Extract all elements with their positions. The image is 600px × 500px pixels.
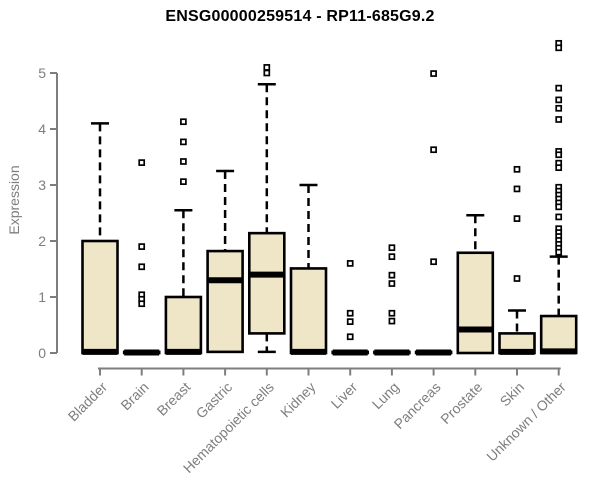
outlier-point	[346, 260, 354, 267]
box-prostate	[456, 213, 495, 355]
outlier-point	[555, 96, 563, 104]
y-tick-label: 0	[38, 345, 46, 361]
outlier-point	[430, 146, 437, 154]
y-tick-label: 5	[38, 65, 46, 81]
box-bladder	[81, 122, 119, 355]
outlier-point	[555, 164, 563, 171]
x-tick-label: Bladder	[65, 379, 111, 425]
box-body	[539, 314, 578, 355]
x-tick-label: Brain	[117, 379, 151, 413]
outlier-point	[555, 44, 563, 52]
y-tick-label: 3	[38, 177, 46, 193]
box-body	[248, 231, 286, 335]
x-tick-label: Skin	[497, 379, 528, 410]
outlier-point	[555, 203, 563, 211]
outlier-point	[180, 118, 187, 126]
outlier-point	[346, 333, 354, 341]
x-tick-label: Lung	[369, 379, 402, 412]
y-tick-label: 1	[38, 289, 46, 305]
outlier-point	[346, 318, 354, 325]
outlier-point	[555, 151, 563, 159]
x-tick-label: Unknown / Other	[483, 379, 569, 465]
outlier-point	[388, 317, 396, 325]
outlier-point	[263, 69, 271, 77]
box-body	[81, 239, 119, 355]
outlier-point	[388, 309, 396, 317]
outlier-point	[346, 309, 354, 317]
x-tick-label: Breast	[154, 379, 194, 419]
outlier-point	[555, 104, 563, 112]
x-tick-label: Liver	[328, 379, 361, 412]
outlier-point	[138, 243, 146, 250]
box-unknown-other	[539, 39, 578, 355]
box-skin	[498, 165, 536, 355]
outlier-point	[555, 213, 563, 221]
outlier-point	[180, 158, 187, 165]
y-tick-label: 4	[38, 121, 46, 137]
outlier-point	[513, 215, 521, 222]
outlier-point	[138, 263, 146, 271]
box-lung	[373, 244, 411, 356]
outlier-point	[513, 165, 521, 173]
outlier-point	[430, 258, 437, 266]
y-tick-label: 2	[38, 233, 46, 249]
outlier-point	[388, 253, 396, 261]
box-body	[164, 295, 203, 355]
box-kidney	[289, 183, 328, 355]
box-breast	[164, 118, 203, 355]
outlier-point	[555, 84, 563, 92]
outlier-point	[388, 271, 396, 279]
outlier-point	[555, 116, 563, 123]
box-hematopoietic-cells	[248, 64, 286, 354]
outlier-point	[388, 244, 396, 252]
outlier-point	[513, 185, 521, 193]
box-liver	[331, 260, 370, 356]
outlier-point	[138, 159, 146, 166]
outlier-point	[388, 280, 396, 287]
box-body	[456, 251, 495, 355]
chart-title: ENSG00000259514 - RP11-685G9.2	[165, 8, 435, 25]
outlier-point	[138, 300, 146, 308]
y-axis-title: Expression	[6, 165, 22, 234]
outlier-point	[555, 248, 563, 256]
outlier-point	[430, 70, 437, 77]
outlier-point	[263, 64, 271, 71]
outlier-point	[180, 178, 187, 185]
box-gastric	[206, 169, 244, 354]
x-tick-label: Prostate	[437, 379, 485, 427]
x-tick-label: Kidney	[277, 379, 319, 421]
box-body	[206, 249, 244, 354]
outlier-point	[180, 138, 187, 146]
box-brain	[122, 159, 161, 356]
box-pancreas	[414, 70, 453, 356]
box-body	[289, 267, 328, 355]
outlier-point	[513, 275, 521, 282]
